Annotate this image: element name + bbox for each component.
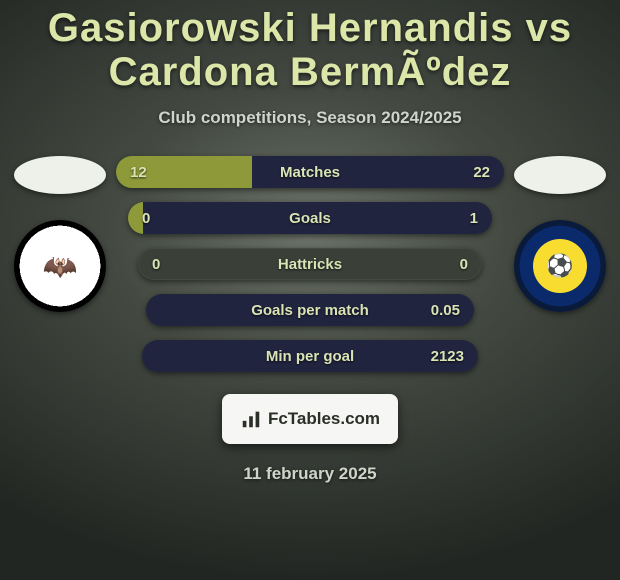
stat-bar: 1222Matches	[116, 156, 504, 188]
main-row: 🦇 1222Matches 01Goals 00Hattricks 0.05Goals…	[0, 156, 620, 372]
brand-text: FcTables.com	[268, 409, 380, 429]
stat-label: Goals	[128, 202, 492, 234]
left-club-logo: 🦇	[14, 220, 106, 312]
bar-chart-icon	[240, 408, 262, 430]
right-player-col: ⚽	[510, 156, 610, 312]
stat-bar: 00Hattricks	[138, 248, 482, 280]
bat-icon: 🦇	[43, 250, 78, 283]
comparison-title: Gasiorowski Hernandis vs Cardona BermÃºd…	[0, 0, 620, 94]
stat-label: Min per goal	[142, 340, 478, 372]
right-player-photo	[514, 156, 606, 194]
stat-bar: 2123Min per goal	[142, 340, 478, 372]
stat-bar: 0.05Goals per match	[146, 294, 474, 326]
stat-label: Matches	[116, 156, 504, 188]
stat-bar: 01Goals	[128, 202, 492, 234]
subtitle: Club competitions, Season 2024/2025	[0, 108, 620, 128]
submarine-icon: ⚽	[533, 239, 587, 293]
brand-badge: FcTables.com	[222, 394, 398, 444]
left-player-col: 🦇	[10, 156, 110, 312]
stat-bars: 1222Matches 01Goals 00Hattricks 0.05Goals p…	[110, 156, 510, 372]
stat-label: Goals per match	[146, 294, 474, 326]
right-club-logo: ⚽	[514, 220, 606, 312]
left-player-photo	[14, 156, 106, 194]
date-text: 11 february 2025	[0, 464, 620, 484]
stat-label: Hattricks	[138, 248, 482, 280]
